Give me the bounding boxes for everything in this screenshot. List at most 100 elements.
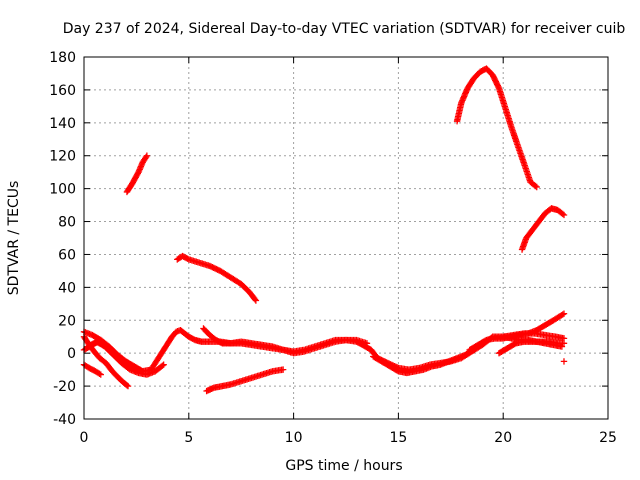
data-point <box>320 340 327 347</box>
x-tick-label: 25 <box>599 430 617 446</box>
data-point <box>118 377 125 385</box>
y-tick-label: -20 <box>53 379 76 395</box>
data-point <box>547 318 555 325</box>
data-point <box>487 69 494 77</box>
data-point <box>244 287 251 294</box>
y-tick-label: 100 <box>49 182 76 198</box>
y-axis-label: SDTVAR / TECUs <box>6 181 22 296</box>
x-tick-label: 15 <box>389 430 407 446</box>
data-point <box>267 368 275 375</box>
data-point <box>154 355 161 363</box>
data-point <box>159 362 166 369</box>
data-point <box>267 343 275 350</box>
y-tick-label: -40 <box>53 412 76 428</box>
series-arc-4 <box>80 361 104 378</box>
data-point <box>309 343 317 351</box>
plot-frame <box>83 56 609 420</box>
data-point <box>226 381 233 388</box>
data-point <box>257 371 264 379</box>
data-point <box>533 220 541 228</box>
data-point <box>510 341 517 348</box>
data-point <box>142 153 150 161</box>
data-point <box>514 141 521 148</box>
y-tick-label: 180 <box>49 50 76 66</box>
data-point <box>558 209 565 217</box>
data-point <box>142 155 149 162</box>
series-arc-13 <box>500 333 566 350</box>
data-point <box>480 338 488 345</box>
x-axis-ticks: 0 5 10 15 20 25 <box>80 57 617 446</box>
data-point <box>204 329 211 337</box>
data-point <box>362 339 369 347</box>
data-point <box>392 366 400 374</box>
data-point <box>278 366 285 374</box>
chart-title: Day 237 of 2024, Sidereal Day-to-day VTE… <box>63 21 626 37</box>
data-point <box>474 70 482 78</box>
series-arc-9 <box>200 325 371 355</box>
data-point <box>557 343 564 350</box>
series-arc-14 <box>560 358 568 365</box>
data-point <box>501 103 509 110</box>
y-axis-ticks: -40 -20 0 20 40 60 80 100 120 140 160 180 <box>49 50 608 428</box>
data-point <box>558 312 565 319</box>
data-point <box>103 342 111 350</box>
series-arc-2 <box>174 252 260 304</box>
data-point <box>236 378 243 385</box>
data-point <box>539 323 546 330</box>
data-point <box>527 228 534 236</box>
data-point <box>183 254 190 262</box>
data-point <box>472 343 479 350</box>
data-point <box>89 366 97 374</box>
data-point <box>122 381 130 388</box>
data-point <box>376 356 383 364</box>
grid-lines <box>84 57 608 419</box>
data-point <box>251 296 259 303</box>
data-point <box>495 83 502 91</box>
data-point <box>540 212 547 219</box>
data-point <box>224 272 232 280</box>
data-point <box>123 382 131 389</box>
x-tick-label: 10 <box>285 430 303 446</box>
data-point <box>127 182 134 190</box>
data-point <box>545 207 553 214</box>
data-point <box>452 355 459 362</box>
series-arc-8 <box>80 336 146 375</box>
data-point <box>96 370 103 377</box>
data-point <box>194 259 201 266</box>
data-point <box>523 330 531 337</box>
data-point <box>435 361 443 369</box>
y-tick-label: 0 <box>67 346 76 362</box>
data-point <box>210 334 217 342</box>
x-tick-label: 0 <box>80 430 89 446</box>
series-arc-3 <box>203 366 287 395</box>
data-point <box>128 363 136 370</box>
data-point <box>532 182 539 190</box>
data-point <box>183 331 190 339</box>
data-point <box>100 357 107 365</box>
data-point <box>520 159 527 166</box>
y-tick-label: 80 <box>58 215 76 231</box>
x-tick-label: 5 <box>184 430 193 446</box>
data-points <box>80 65 568 395</box>
data-point <box>167 335 174 343</box>
data-point <box>559 311 566 318</box>
data-point <box>107 365 114 373</box>
data-point <box>427 363 434 371</box>
data-point <box>365 345 372 352</box>
data-point <box>235 279 242 286</box>
data-point <box>250 294 258 302</box>
data-point <box>457 101 465 108</box>
series-arc-6 <box>80 326 568 375</box>
data-point <box>531 181 538 189</box>
y-tick-label: 140 <box>49 116 76 132</box>
data-point <box>299 346 306 354</box>
y-tick-label: 40 <box>58 280 76 296</box>
data-point <box>560 358 568 365</box>
data-point <box>158 363 165 370</box>
data-point <box>113 372 120 379</box>
data-point <box>160 345 168 353</box>
x-axis-label: GPS time / hours <box>285 458 402 474</box>
data-point <box>384 361 391 369</box>
data-point <box>94 369 102 377</box>
